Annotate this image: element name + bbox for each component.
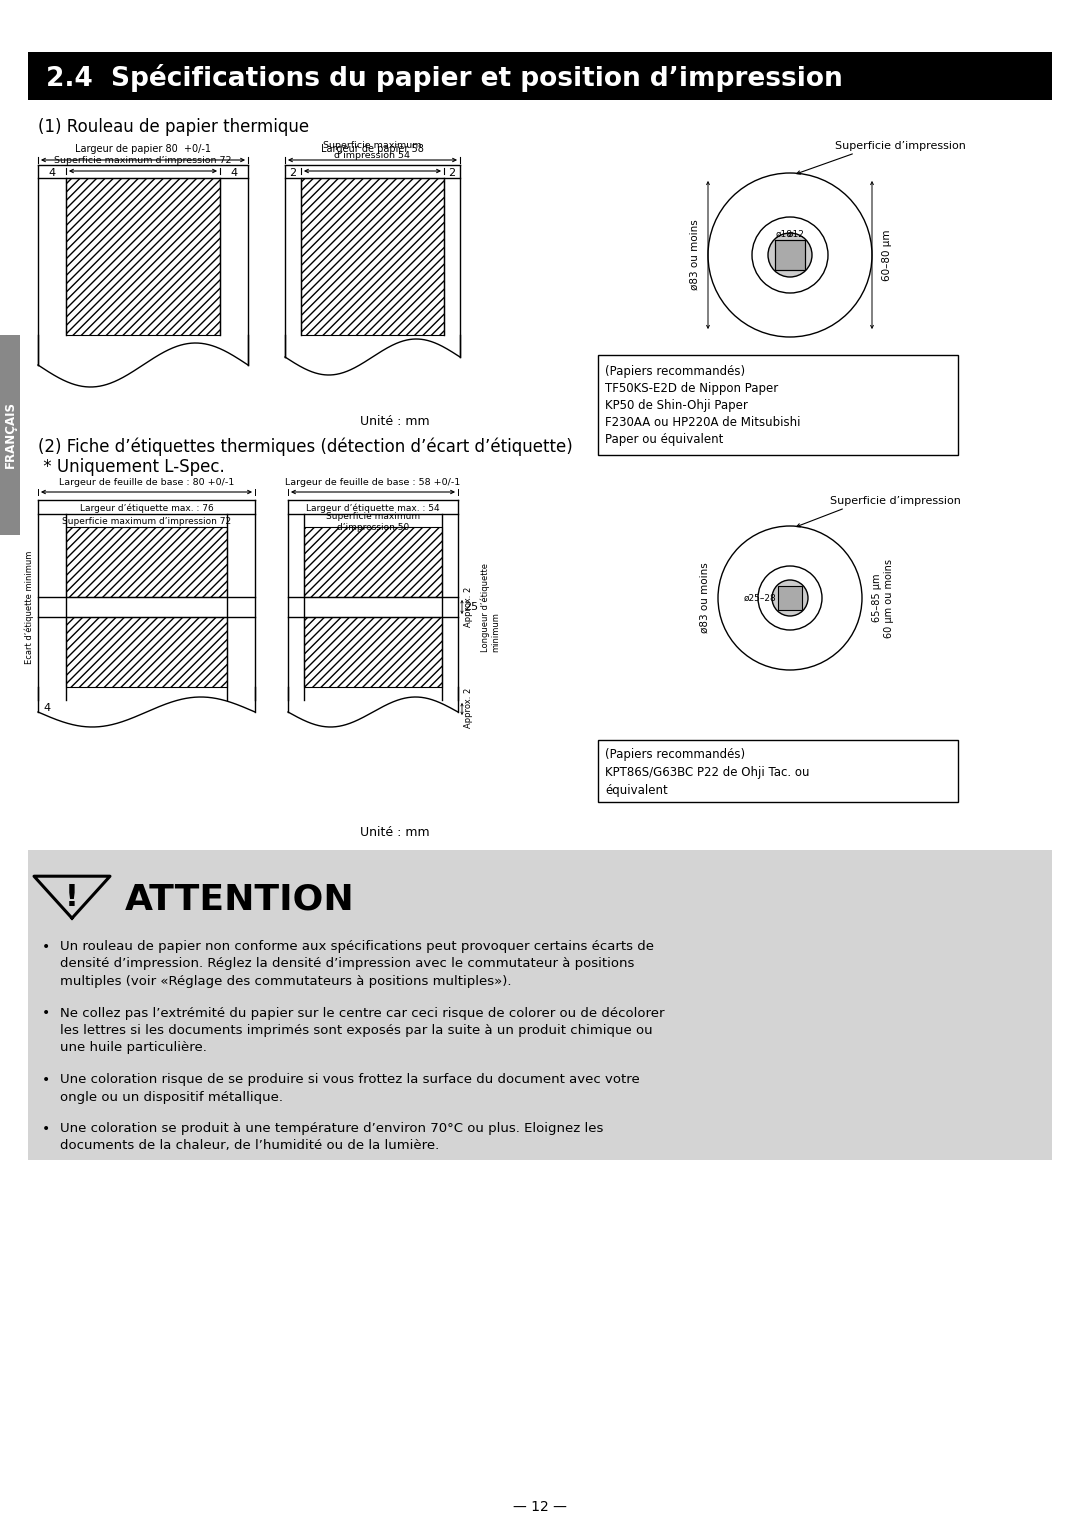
Circle shape	[768, 232, 812, 277]
Text: 60 μm ou moins: 60 μm ou moins	[885, 558, 894, 638]
Text: 2.4  Spécifications du papier et position d’impression: 2.4 Spécifications du papier et position…	[46, 64, 842, 92]
Text: une huile particulière.: une huile particulière.	[60, 1041, 207, 1055]
Text: Largeur de papier 58: Largeur de papier 58	[321, 144, 424, 154]
Text: 4: 4	[230, 168, 238, 177]
Bar	[775, 240, 805, 271]
Text: ø83 ou moins: ø83 ou moins	[700, 563, 710, 633]
Text: Superficie maximum d’impression 72: Superficie maximum d’impression 72	[62, 517, 231, 526]
Text: ø12: ø12	[787, 229, 805, 239]
Text: Une coloration se produit à une température d’environ 70°C ou plus. Eloignez les: Une coloration se produit à une températ…	[60, 1122, 604, 1135]
Text: Superficie maximum
d’impression 54: Superficie maximum d’impression 54	[323, 141, 422, 161]
Text: multiples (voir «Réglage des commutateurs à positions multiples»).: multiples (voir «Réglage des commutateur…	[60, 976, 512, 988]
Text: KP50 de Shin-Ohji Paper: KP50 de Shin-Ohji Paper	[605, 399, 747, 411]
Bar	[301, 177, 444, 335]
Text: densité d’impression. Réglez la densité d’impression avec le commutateur à posit: densité d’impression. Réglez la densité …	[60, 957, 634, 971]
Text: Largeur d’étiquette max. : 76: Largeur d’étiquette max. : 76	[80, 503, 214, 512]
Text: 65–85 μm: 65–85 μm	[872, 573, 882, 622]
Bar	[598, 355, 958, 456]
Text: Ecart d’étiquette minimum: Ecart d’étiquette minimum	[25, 550, 33, 664]
Text: Une coloration risque de se produire si vous frottez la surface du document avec: Une coloration risque de se produire si …	[60, 1073, 639, 1086]
Bar	[598, 740, 958, 803]
Text: ongle ou un dispositif métallique.: ongle ou un dispositif métallique.	[60, 1090, 283, 1104]
Text: 25: 25	[464, 602, 478, 612]
Text: 2: 2	[289, 168, 297, 177]
Text: Superficie maximum d’impression 72: Superficie maximum d’impression 72	[54, 156, 232, 165]
Text: Largeur de feuille de base : 58 +0/-1: Largeur de feuille de base : 58 +0/-1	[285, 479, 461, 488]
Bar	[28, 850, 1052, 1161]
Text: (1) Rouleau de papier thermique: (1) Rouleau de papier thermique	[38, 118, 309, 136]
Text: Longueur d’étiquette
minimum: Longueur d’étiquette minimum	[480, 563, 500, 651]
Text: F230AA ou HP220A de Mitsubishi: F230AA ou HP220A de Mitsubishi	[605, 416, 800, 430]
Text: ø83 ou moins: ø83 ou moins	[690, 220, 700, 291]
Text: ø18: ø18	[775, 229, 793, 239]
Bar	[303, 528, 442, 596]
Text: Ne collez pas l’extrémité du papier sur le centre car ceci risque de colorer ou : Ne collez pas l’extrémité du papier sur …	[60, 1006, 664, 1020]
Text: 60–80 μm: 60–80 μm	[882, 229, 892, 281]
Text: Superficie maximum
d’impression 50: Superficie maximum d’impression 50	[326, 512, 420, 532]
Circle shape	[772, 579, 808, 616]
Text: Paper ou équivalent: Paper ou équivalent	[605, 433, 724, 446]
Bar	[303, 618, 442, 687]
Text: Largeur de papier 80  +0/-1: Largeur de papier 80 +0/-1	[75, 144, 211, 154]
Text: Unité : mm: Unité : mm	[360, 414, 430, 428]
Text: •: •	[42, 1073, 51, 1087]
Text: équivalent: équivalent	[605, 784, 667, 797]
Text: Largeur de feuille de base : 80 +0/-1: Largeur de feuille de base : 80 +0/-1	[59, 479, 234, 488]
Bar	[778, 586, 802, 610]
Text: Superficie d’impression: Superficie d’impression	[831, 495, 961, 506]
Text: — 12 —: — 12 —	[513, 1500, 567, 1514]
Text: (Papiers recommandés): (Papiers recommandés)	[605, 365, 745, 378]
Text: 4: 4	[49, 168, 55, 177]
Text: FRANÇAIS: FRANÇAIS	[3, 402, 16, 468]
Text: Un rouleau de papier non conforme aux spécifications peut provoquer certains éca: Un rouleau de papier non conforme aux sp…	[60, 940, 654, 953]
Text: •: •	[42, 1122, 51, 1136]
Text: KPT86S/G63BC P22 de Ohji Tac. ou: KPT86S/G63BC P22 de Ohji Tac. ou	[605, 766, 810, 778]
Bar	[0, 335, 21, 535]
Text: •: •	[42, 1006, 51, 1020]
Bar	[28, 52, 1052, 99]
Text: TF50KS-E2D de Nippon Paper: TF50KS-E2D de Nippon Paper	[605, 382, 779, 394]
Text: Largeur d’étiquette max. : 54: Largeur d’étiquette max. : 54	[307, 503, 440, 512]
Text: (Papiers recommandés): (Papiers recommandés)	[605, 748, 745, 761]
Text: Superficie d’impression: Superficie d’impression	[835, 141, 966, 151]
Bar	[66, 177, 220, 335]
Text: (2) Fiche d’étiquettes thermiques (détection d’écart d’étiquette): (2) Fiche d’étiquettes thermiques (détec…	[38, 437, 572, 457]
Text: 4: 4	[43, 703, 50, 713]
Text: * Uniquement L-Spec.: * Uniquement L-Spec.	[38, 459, 225, 476]
Text: Approx. 2: Approx. 2	[464, 688, 473, 728]
Bar	[66, 528, 227, 596]
Text: 2: 2	[448, 168, 456, 177]
Bar	[66, 618, 227, 687]
Text: documents de la chaleur, de l’humidité ou de la lumière.: documents de la chaleur, de l’humidité o…	[60, 1139, 440, 1153]
Text: Unité : mm: Unité : mm	[360, 826, 430, 839]
Text: Approx. 2: Approx. 2	[464, 587, 473, 627]
Text: •: •	[42, 940, 51, 954]
Text: ATTENTION: ATTENTION	[125, 882, 354, 916]
Text: !: !	[65, 882, 79, 911]
Text: ø25–28: ø25–28	[744, 593, 777, 602]
Text: les lettres si les documents imprimés sont exposés par la suite à un produit chi: les lettres si les documents imprimés so…	[60, 1024, 652, 1037]
